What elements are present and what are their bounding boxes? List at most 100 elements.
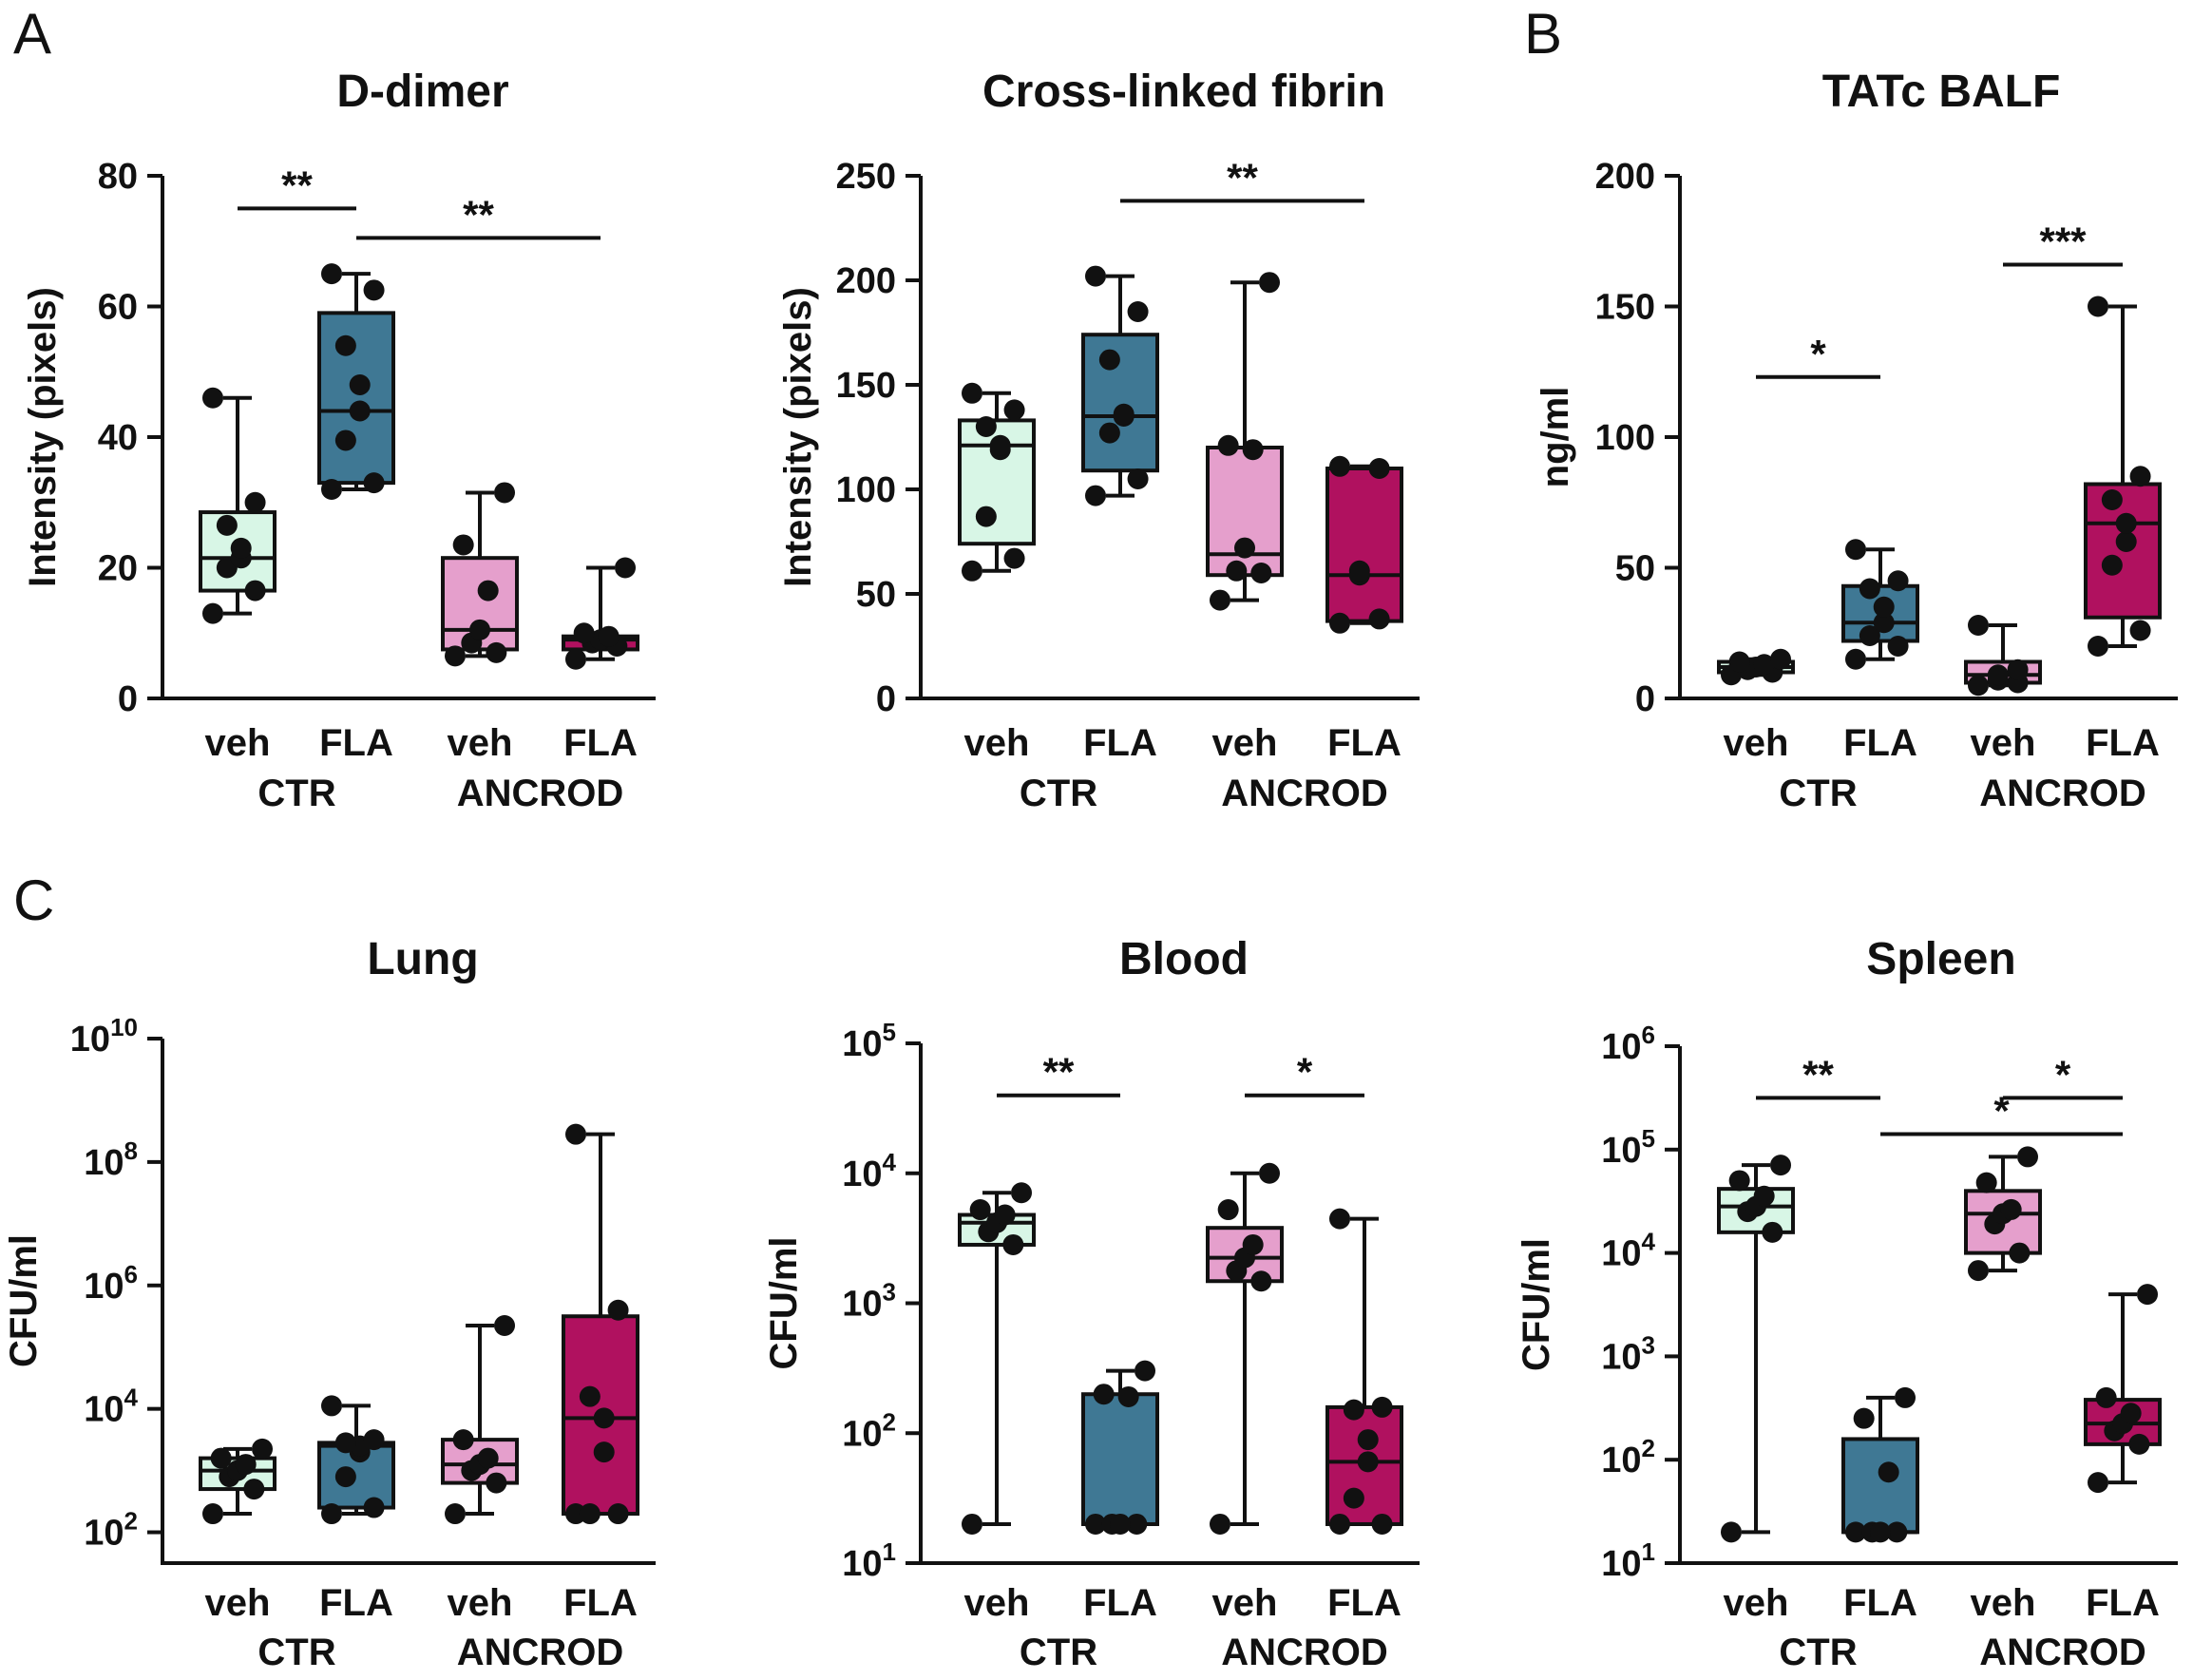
chart-title: Blood — [1119, 934, 1249, 984]
data-point — [2128, 1433, 2150, 1455]
data-point — [975, 416, 997, 437]
x-group-label: ANCROD — [1221, 1632, 1388, 1673]
box-2 — [441, 482, 519, 667]
x-category-label: FLA — [319, 1582, 393, 1624]
box-3 — [2084, 1284, 2162, 1494]
chart-title: D-dimer — [336, 67, 508, 117]
data-point — [2088, 296, 2108, 317]
data-point — [469, 619, 490, 640]
data-point — [1329, 455, 1350, 477]
x-category-label: FLA — [1327, 722, 1402, 764]
data-point — [363, 1429, 385, 1451]
data-point — [477, 580, 499, 601]
x-category-label: FLA — [1843, 1582, 1917, 1624]
x-category-label: FLA — [1083, 1582, 1157, 1624]
y-tick-label: 105 — [842, 1018, 896, 1064]
data-point — [1870, 1521, 1891, 1543]
x-category-label: FLA — [563, 722, 638, 764]
box-iqr — [1841, 1437, 1919, 1535]
chart-title: Spleen — [1866, 934, 2015, 984]
x-category-label: FLA — [1327, 1582, 1402, 1624]
x-category-label: veh — [1212, 722, 1278, 764]
data-point — [1343, 1487, 1364, 1509]
data-point — [994, 1204, 1016, 1226]
y-tick-label: 101 — [842, 1537, 896, 1584]
data-point — [1753, 1185, 1775, 1207]
data-point — [452, 534, 474, 556]
x-category-label: veh — [205, 722, 271, 764]
y-tick-label: 102 — [84, 1507, 138, 1554]
data-point — [1845, 648, 1866, 670]
data-point — [607, 1299, 629, 1321]
x-group-label: ANCROD — [457, 773, 624, 814]
data-point — [210, 1447, 232, 1469]
y-tick-label: 0 — [1635, 679, 1655, 719]
data-point — [1085, 265, 1106, 287]
box-iqr — [441, 1438, 519, 1485]
data-point — [1329, 612, 1350, 634]
panel-label-a: A — [13, 2, 51, 66]
box-2 — [1964, 1146, 2042, 1282]
data-point — [1002, 1233, 1024, 1255]
y-axis-label: CFU/ml — [1516, 1238, 1557, 1371]
data-point — [1886, 1521, 1908, 1543]
data-point — [321, 263, 342, 285]
data-point — [202, 387, 223, 409]
data-point — [244, 580, 266, 601]
chart-2: TATc BALF ng/ml 0 50 100 150 200 veh FLA veh FLA CT… — [1535, 67, 2178, 814]
significance-label: * — [1810, 332, 1826, 376]
y-tick-label: 102 — [842, 1407, 896, 1454]
x-category-label: veh — [1971, 1582, 2036, 1624]
data-point — [1085, 1513, 1106, 1535]
data-point — [252, 1438, 273, 1460]
y-tick-label: 200 — [1595, 157, 1655, 197]
data-point — [235, 1454, 257, 1476]
x-category-label: veh — [1724, 722, 1789, 764]
data-point — [598, 625, 620, 647]
y-axis-label: Intensity (pixels) — [22, 287, 64, 587]
box-1 — [317, 1395, 395, 1525]
data-point — [1859, 625, 1880, 646]
chart-1: Cross-linked fibrin Intensity (pixels) 0 50… — [777, 67, 1420, 814]
y-tick-label: 101 — [1601, 1537, 1655, 1584]
data-point — [1242, 1233, 1264, 1255]
data-point — [1762, 1221, 1783, 1243]
data-point — [1098, 349, 1120, 371]
data-point — [1259, 272, 1280, 294]
y-axis-label: CFU/ml — [3, 1234, 45, 1367]
box-1 — [1081, 265, 1159, 506]
box-2 — [1206, 1162, 1284, 1535]
significance-label: ** — [1802, 1052, 1834, 1097]
significance-label: *** — [2039, 220, 2087, 264]
x-category-label: veh — [964, 722, 1030, 764]
data-point — [2137, 1284, 2158, 1306]
data-point — [969, 1199, 991, 1221]
data-point — [1357, 1451, 1379, 1473]
data-point — [962, 382, 982, 404]
y-tick-label: 100 — [836, 470, 896, 510]
x-group-label: CTR — [257, 1632, 335, 1673]
significance-label: * — [2055, 1052, 2071, 1097]
data-point — [363, 279, 385, 301]
data-point — [1873, 596, 1895, 618]
data-point — [1845, 1521, 1866, 1543]
x-category-label: veh — [205, 1582, 271, 1624]
data-point — [1011, 1182, 1032, 1204]
data-point — [1329, 1208, 1350, 1230]
x-category-label: FLA — [319, 722, 393, 764]
panel-label-c: C — [13, 869, 54, 932]
y-tick-label: 80 — [98, 157, 138, 197]
y-tick-label: 20 — [98, 549, 138, 589]
box-iqr — [1081, 1392, 1159, 1526]
data-point — [363, 472, 385, 494]
y-tick-label: 150 — [836, 366, 896, 406]
data-point — [2000, 1198, 2022, 1220]
box-1 — [1081, 1360, 1159, 1535]
data-point — [1250, 563, 1272, 583]
chart-4: Blood CFU/ml 101 102 103 104 105 veh FLA veh FLA CT… — [763, 934, 1420, 1673]
data-point — [1210, 1513, 1230, 1535]
y-tick-label: 60 — [98, 288, 138, 328]
data-point — [1770, 648, 1791, 670]
x-group-label: ANCROD — [1979, 773, 2146, 814]
data-point — [615, 557, 636, 579]
